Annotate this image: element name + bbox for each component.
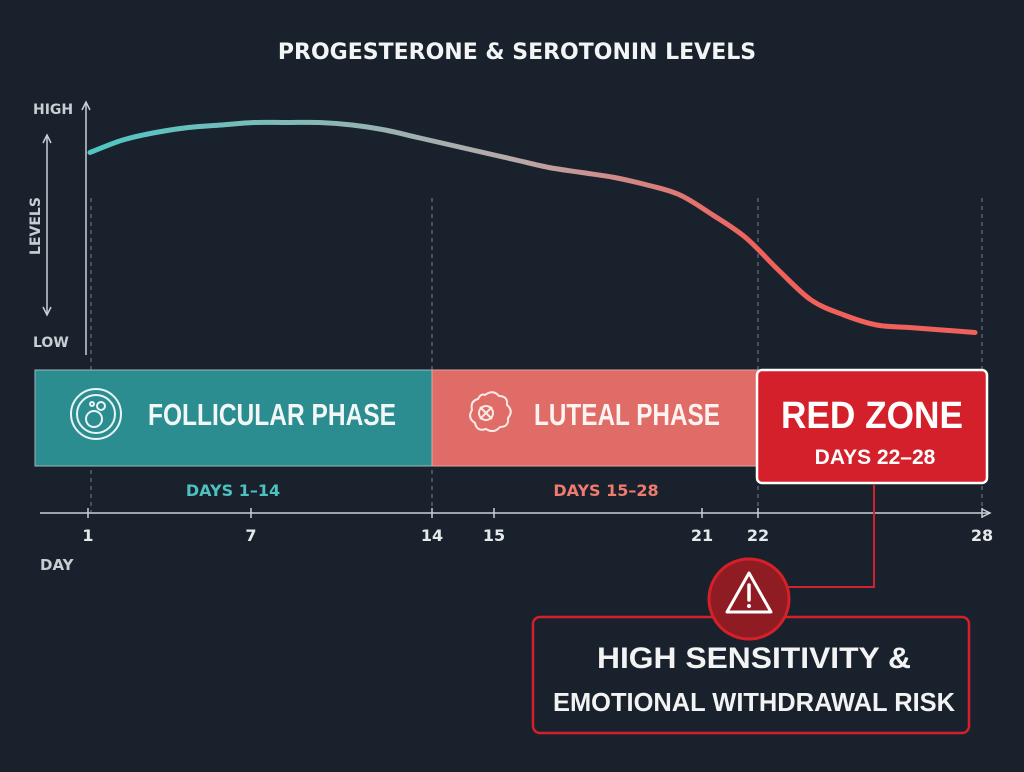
red-zone-label: RED ZONE	[781, 395, 963, 437]
follicle-icon	[70, 388, 122, 440]
warning-line-2: EMOTIONAL WITHDRAWAL RISK	[553, 687, 955, 717]
red-zone-days: DAYS 22–28	[815, 446, 936, 469]
x-axis	[40, 508, 992, 518]
warning-box: HIGH SENSITIVITY & EMOTIONAL WITHDRAWAL …	[531, 615, 971, 735]
corpus-luteum-icon	[469, 391, 512, 433]
warning-triangle-icon	[707, 557, 791, 641]
y-low-label: LOW	[33, 335, 69, 351]
warning-line-1: HIGH SENSITIVITY &	[597, 642, 911, 675]
y-axis	[42, 100, 91, 355]
x-tick-label-14: 14	[421, 526, 443, 545]
x-axis-label: DAY	[40, 556, 75, 574]
y-high-label: HIGH	[33, 102, 73, 118]
x-tick-label-15: 15	[483, 526, 505, 545]
follicular-phase-label: FOLLICULAR PHASE	[148, 397, 396, 432]
luteal-phase-bar: LUTEAL PHASE	[431, 369, 759, 467]
x-tick-label-21: 21	[691, 526, 713, 545]
chart-title: PROGESTERONE & SEROTONIN LEVELS	[278, 40, 756, 65]
x-tick-label-1: 1	[82, 526, 93, 545]
red-zone-box: RED ZONE DAYS 22–28	[755, 368, 989, 485]
follicular-phase-bar: FOLLICULAR PHASE	[34, 369, 433, 467]
warning-connector	[780, 484, 875, 588]
luteal-phase-label: LUTEAL PHASE	[534, 397, 720, 432]
x-tick-label-28: 28	[971, 526, 993, 545]
x-ticks: 1 7 14 15 21 22 28	[82, 508, 993, 545]
follicular-days-label: DAYS 1–14	[186, 481, 280, 500]
x-tick-label-7: 7	[245, 526, 256, 545]
y-axis-label: LEVELS	[28, 197, 44, 255]
luteal-days-label: DAYS 15–28	[553, 481, 658, 500]
x-tick-label-22: 22	[747, 526, 769, 545]
series-line	[87, 119, 978, 335]
